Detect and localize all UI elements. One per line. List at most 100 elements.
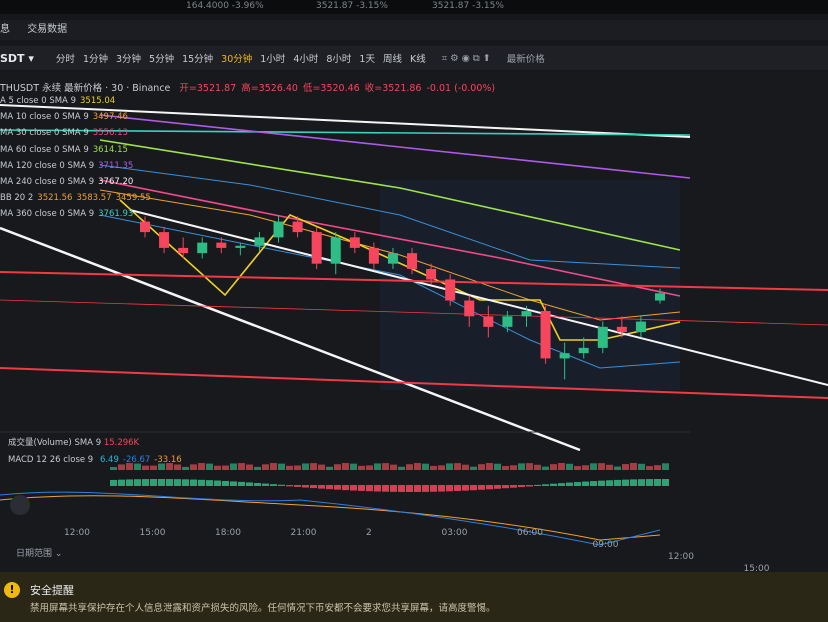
symbol-text: SDT [0,51,25,65]
ma120-line [99,114,691,179]
macd-value: -26.67 [122,455,151,465]
candle-body [445,279,456,301]
volume-bar [334,464,341,470]
volume-bar [526,463,533,470]
macd-bar [398,485,405,492]
macd-bar [246,482,253,486]
indicator-row: A 5 close 0 SMA 9 3515.04 [0,96,115,106]
tv-logo [10,495,30,515]
tool-icons: ⌗ ⚙ ◉ ⧉ ⬆ [441,52,491,64]
macd-bar [534,484,541,486]
interval-button[interactable]: 3分钟 [115,54,142,65]
volume-bar [182,466,189,470]
trend-line [129,209,828,386]
macd-bar [238,481,245,486]
volume-bar [582,465,589,470]
volume-bar [590,463,597,470]
indicator-value: 3497.46 [92,112,128,123]
time-label: 15:00 [139,528,166,538]
nav-item[interactable]: 息 [0,24,10,35]
interval-button[interactable]: 4小时 [293,54,319,65]
volume-pane [110,463,669,492]
price-type[interactable]: 最新价格 [506,54,545,65]
macd-bar [382,485,389,492]
ohlc-value: 3526.40 [258,83,298,94]
symbol[interactable]: SDT ▾ [0,51,34,65]
volume-bar [310,463,317,470]
indicator-row: MA 240 close 0 SMA 9 3767.20 [0,177,133,187]
volume-bar [294,465,301,470]
time-label: 03:00 [441,528,468,538]
interval-button[interactable]: 5分钟 [149,54,175,65]
interval-button[interactable]: 分时 [55,54,75,65]
macd-bar [502,485,509,489]
indicator-row: MA 120 close 0 SMA 9 3711.35 [0,161,133,171]
candle-body [311,232,322,264]
time-label: 21:00 [290,528,317,538]
candle-body [655,293,665,301]
macd-bar [198,479,205,486]
volume-bar [150,465,157,470]
interval-button[interactable]: 周线 [382,54,402,65]
volume-bar [574,466,581,470]
macd-bar [222,480,229,486]
volume-bar [446,463,453,470]
macd-bar [542,484,549,486]
volume-bar [430,465,437,470]
macd-bar [390,485,397,492]
info-line: THUSDT 永续 最新价格 · 30 · Binance 开=3521.87 高… [0,80,495,94]
macd-bar [454,485,461,491]
volume-bar [494,463,501,470]
volume-bar [238,463,245,470]
volume-bar [518,463,525,470]
interval-button[interactable]: 1小时 [260,54,286,65]
candle-body [540,311,551,359]
indicator-value: 3515.04 [80,96,116,106]
interval-button[interactable]: 15分钟 [182,54,214,65]
volume-bar [134,463,141,470]
indicator-name: MA 10 close 0 SMA 9 [0,112,89,123]
macd-bar [206,480,213,486]
macd-bar [342,485,349,491]
macd-bar [566,482,573,486]
macd-bar [214,480,221,486]
candle-body [140,221,150,233]
macd-bar [414,485,421,492]
indicator-row: MA 360 close 0 SMA 9 3761.93 [0,209,133,219]
volume-bar [382,463,389,470]
date-range[interactable]: 日期范围 ⌄ [16,549,63,559]
candles [140,216,665,380]
volume-bar [174,464,181,470]
ohlc-value: 3521.86 [382,83,422,94]
volume-bar [462,464,469,470]
nav-item[interactable]: 交易数据 [27,24,68,35]
indicator-name: MA 360 close 0 SMA 9 [0,209,95,220]
macd-bar [590,481,597,486]
interval-button[interactable]: 8小时 [326,54,352,65]
volume-bar [630,463,637,470]
ohlc-label: 收= [364,83,383,94]
volume-legend: 成交量(Volume) SMA 9 15.296K [8,436,139,448]
interval-button[interactable]: 1分钟 [82,54,108,65]
volume-bar [118,464,125,470]
macd-bar [526,485,533,487]
interval-button[interactable]: 1天 [359,54,375,65]
volume-bar [286,465,293,470]
candle-body [578,347,589,354]
indicator-value: 3521.56 [37,193,73,204]
indicator-name: MA 30 close 0 SMA 9 [0,128,89,139]
ohlc-label: 高= [241,83,259,94]
volume-bar [478,464,485,470]
macd-bar [174,479,181,486]
indicator-value: 3556.13 [92,128,128,139]
interval-button[interactable]: K线 [409,54,426,65]
indicator-row: MA 30 close 0 SMA 9 3556.13 [0,128,128,138]
ohlc-value: 3520.46 [320,83,360,94]
indicator-row: BB 20 2 3521.56 3583.57 3459.55 [0,193,151,203]
interval-button[interactable]: 30分钟 [221,54,253,65]
ma60-line [99,139,681,251]
candle-body [254,237,265,246]
volume-bar [638,463,645,470]
volume-bar [646,466,653,470]
volume-bar [454,463,461,470]
